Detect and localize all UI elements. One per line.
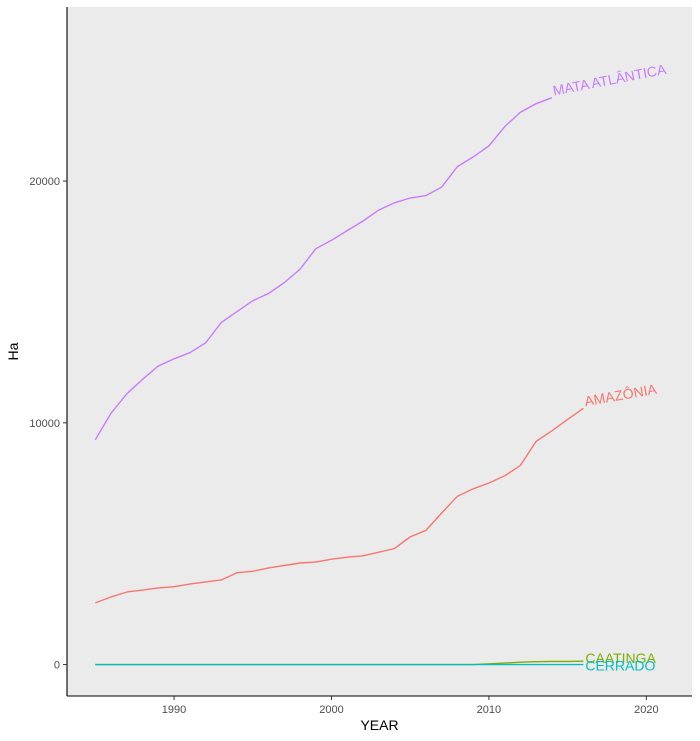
y-axis-ticks: 0 10000 20000 bbox=[29, 176, 67, 672]
x-axis-title: YEAR bbox=[360, 717, 398, 733]
series-label-cerrado: CERRADO bbox=[585, 658, 655, 674]
y-tick-label: 10000 bbox=[29, 418, 60, 430]
series-label-caatinga: CAATINGA bbox=[585, 650, 656, 666]
series-layer bbox=[94, 97, 584, 666]
y-axis-title: Ha bbox=[5, 342, 21, 360]
x-tick-label: 2020 bbox=[634, 704, 658, 716]
x-axis-ticks: 1990 2000 2010 2020 bbox=[162, 696, 659, 716]
x-tick-label: 2010 bbox=[477, 704, 501, 716]
series-line-mata-atlantica bbox=[94, 97, 553, 441]
plot-panel bbox=[67, 7, 692, 696]
series-line-amazonia bbox=[95, 407, 584, 604]
y-tick-label: 0 bbox=[54, 660, 60, 672]
x-tick-label: 1990 bbox=[162, 704, 186, 716]
y-tick-label: 20000 bbox=[29, 176, 60, 188]
x-tick-label: 2000 bbox=[319, 704, 343, 716]
